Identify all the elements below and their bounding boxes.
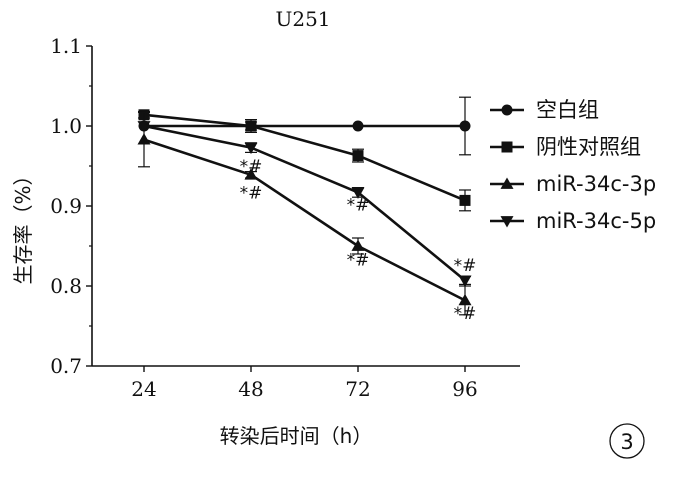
data-point	[458, 275, 472, 287]
series-line	[143, 113, 466, 202]
y-tick-label: 1.1	[50, 34, 82, 58]
legend-label: 阴性对照组	[536, 135, 641, 159]
legend-item-4: miR-34c-5p	[490, 209, 656, 233]
data-point	[351, 239, 365, 251]
series-line	[143, 124, 466, 282]
data-point	[137, 121, 151, 133]
legend-item-2: 阴性对照组	[490, 135, 641, 159]
significance-annotation: *#	[454, 256, 477, 276]
data-point	[245, 120, 257, 132]
y-tick-label: 1.0	[50, 114, 82, 138]
data-point	[351, 187, 365, 199]
plot-area: *# *# *# *# *# *#	[137, 96, 477, 324]
axes: 0.7 0.8 0.9 1.0 1.1 24 48 72 96	[50, 34, 520, 401]
legend-label: miR-34c-5p	[536, 209, 656, 233]
series-line	[143, 138, 466, 302]
x-tick-label: 72	[345, 377, 370, 401]
y-axis-label: 生存率（%）	[11, 165, 35, 284]
data-point	[459, 194, 471, 206]
data-point	[244, 168, 258, 180]
legend-item-3: miR-34c-3p	[490, 172, 656, 196]
series-4	[137, 121, 472, 287]
series-2	[138, 109, 471, 212]
significance-annotation: *#	[347, 251, 370, 271]
y-tick-label: 0.9	[50, 194, 82, 218]
legend-marker	[500, 177, 514, 189]
x-tick-label: 48	[238, 377, 263, 401]
legend-item-1: 空白组	[490, 98, 599, 122]
significance-annotation: *#	[240, 157, 263, 177]
x-axis-label: 转染后时间（h）	[220, 424, 373, 448]
series-3	[137, 111, 472, 316]
significance-annotation: *#	[347, 195, 370, 215]
panel-label: 3	[609, 423, 645, 459]
panel-label-text: 3	[620, 430, 633, 454]
series-1	[138, 96, 471, 156]
y-tick-label: 0.7	[50, 354, 82, 378]
data-point	[352, 150, 364, 162]
data-point	[458, 293, 472, 306]
data-point	[244, 142, 258, 155]
x-tick-label: 24	[131, 377, 156, 401]
legend-marker	[500, 216, 514, 228]
data-point	[459, 120, 471, 132]
legend-marker	[501, 104, 513, 116]
data-point	[137, 133, 151, 145]
legend-marker	[501, 141, 513, 153]
panel-label-circle	[609, 423, 645, 459]
legend-label: miR-34c-3p	[536, 172, 656, 196]
legend-label: 空白组	[536, 98, 599, 122]
significance-annotation: *#	[240, 183, 263, 203]
x-tick-label: 96	[452, 377, 477, 401]
y-tick-label: 0.8	[50, 274, 82, 298]
significance-annotation: *#	[454, 304, 477, 324]
chart-title: U251	[275, 7, 330, 31]
data-point	[352, 120, 364, 132]
